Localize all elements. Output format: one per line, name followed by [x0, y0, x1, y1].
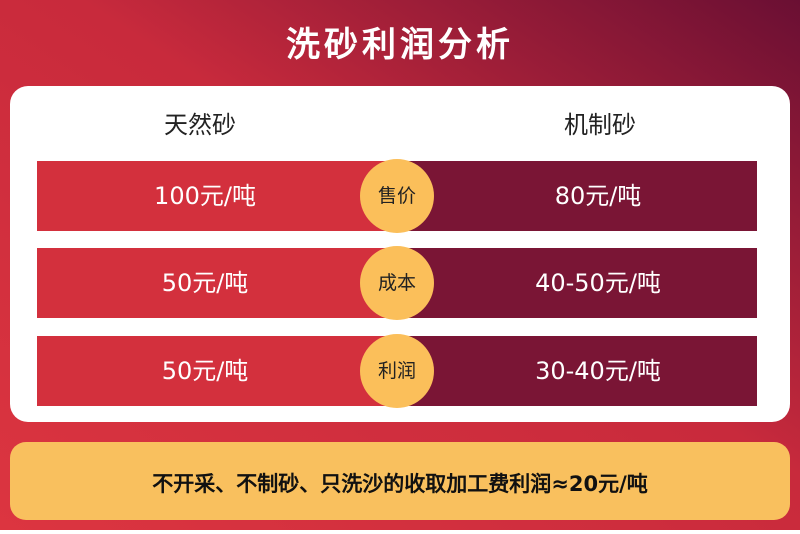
row-left [37, 336, 397, 406]
natural-value: 50元/吨 [162, 269, 249, 297]
row-label: 售价 [378, 185, 416, 207]
footer-box [10, 442, 790, 520]
natural-value: 100元/吨 [154, 182, 256, 210]
natural-value: 50元/吨 [162, 357, 249, 385]
column-header: 机制砂 [564, 111, 636, 139]
row-right [397, 248, 757, 318]
manufactured-value: 80元/吨 [555, 182, 642, 210]
row-left [37, 161, 397, 231]
rows: 100元/吨 80元/吨 售价 50元/吨 40-50元/吨 成本 50元/吨 30-40元/… [37, 159, 757, 408]
row-badge [360, 159, 434, 233]
row-badge [360, 246, 434, 320]
title: 洗砂利润分析 [286, 25, 514, 65]
column-header: 天然砂 [164, 111, 236, 139]
manufactured-value: 30-40元/吨 [535, 357, 661, 385]
row-label: 成本 [378, 272, 416, 294]
footer-text: 不开采、不制砂、只洗沙的收取加工费利润≈20元/吨 [152, 472, 648, 496]
row-badge [360, 334, 434, 408]
manufactured-value: 40-50元/吨 [535, 269, 661, 297]
row-left [37, 248, 397, 318]
row-right [397, 336, 757, 406]
row-right [397, 161, 757, 231]
row-label: 利润 [378, 360, 416, 382]
